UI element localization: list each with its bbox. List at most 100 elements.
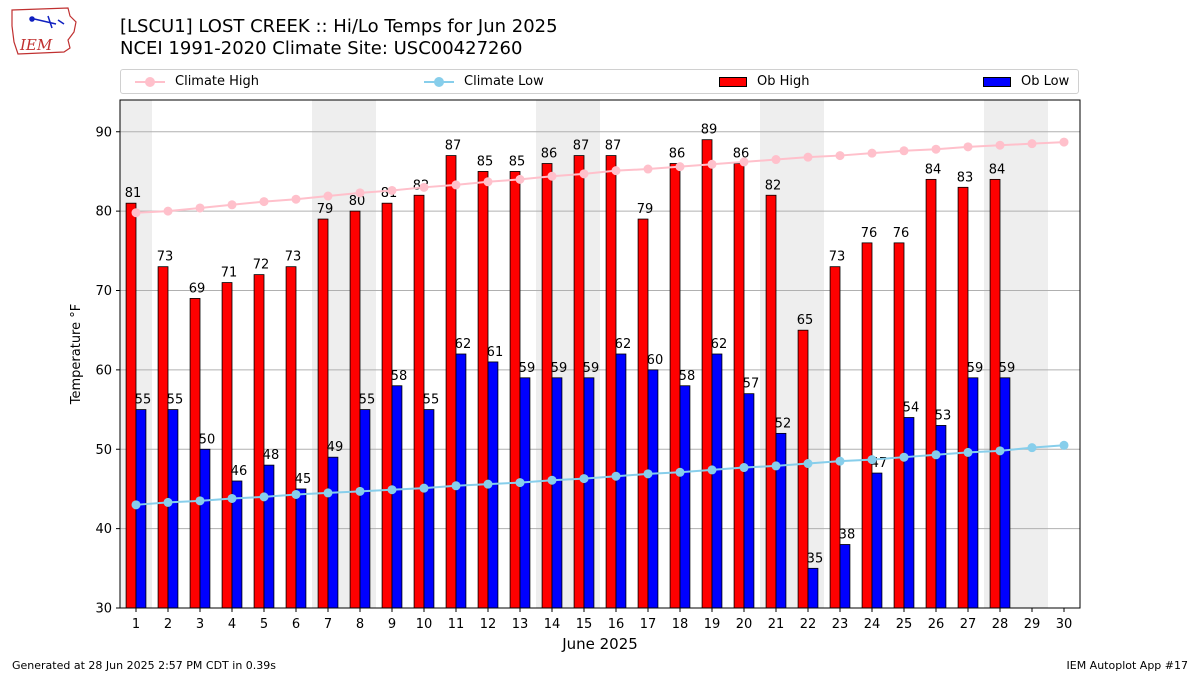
climate-high-point	[771, 155, 781, 165]
ob-low-label: 46	[231, 464, 248, 479]
weather-station-icon	[29, 15, 65, 29]
x-tick-label: 22	[800, 617, 817, 632]
ob-high-label: 81	[125, 186, 142, 201]
ob-high-label: 73	[829, 250, 846, 265]
ob-high-bar	[957, 186, 969, 609]
ob-high-bar	[541, 163, 553, 609]
ob-high-bar	[669, 163, 681, 609]
y-tick-label: 70	[95, 284, 112, 299]
ob-high-bar	[349, 210, 361, 609]
climate-low-point	[579, 474, 589, 484]
iowa-outline-icon	[11, 7, 77, 55]
x-axis-label: June 2025	[561, 635, 638, 653]
x-tick-label: 29	[1024, 617, 1041, 632]
climate-high-point	[931, 144, 941, 154]
y-tick-label: 90	[95, 125, 112, 140]
ob-low-bar	[903, 417, 915, 609]
legend-item-climate-high: Climate High	[135, 74, 259, 89]
x-tick-label: 24	[864, 617, 881, 632]
climate-high-point	[675, 162, 685, 172]
ob-high-bar	[221, 282, 233, 609]
ob-high-label: 87	[605, 139, 622, 154]
ob-high-label: 86	[541, 147, 558, 162]
x-tick-label: 12	[480, 617, 497, 632]
ob-low-label: 55	[423, 393, 440, 408]
climate-high-point	[515, 174, 525, 184]
x-tick-label: 23	[832, 617, 849, 632]
climate-high-point	[227, 200, 237, 210]
ob-high-bar	[765, 194, 777, 609]
climate-low-point	[771, 461, 781, 471]
ob-high-bar	[445, 155, 457, 609]
climate-high-point	[963, 142, 973, 152]
ob-high-label: 73	[157, 250, 174, 265]
ob-high-label: 87	[573, 139, 590, 154]
ob-low-bar	[839, 544, 851, 609]
ob-high-label: 86	[669, 147, 686, 162]
x-tick-label: 7	[324, 617, 332, 632]
ob-high-bar	[189, 298, 201, 609]
x-tick-label: 10	[416, 617, 433, 632]
ob-high-label: 85	[477, 154, 494, 169]
ob-low-bar	[775, 432, 787, 609]
legend-label-climate-low: Climate Low	[464, 74, 544, 89]
legend-item-climate-low: Climate Low	[424, 74, 544, 89]
ob-low-bar	[615, 353, 627, 609]
ob-high-bar	[829, 266, 841, 609]
ob-low-label: 38	[839, 528, 856, 543]
ob-low-bar	[199, 448, 211, 609]
legend-label-ob-high: Ob High	[757, 74, 810, 89]
climate-high-point	[899, 146, 909, 156]
ob-low-label: 59	[967, 361, 984, 376]
climate-low-point	[899, 452, 909, 462]
x-tick-label: 27	[960, 617, 977, 632]
ob-low-label: 59	[583, 361, 600, 376]
chart-legend: Climate High Climate Low Ob High Ob Low	[120, 69, 1079, 94]
ob-low-bar	[167, 409, 179, 609]
ob-high-bar	[893, 242, 905, 609]
x-tick-label: 8	[356, 617, 364, 632]
ob-high-bar	[925, 178, 937, 609]
climate-low-point	[707, 465, 717, 475]
ob-low-label: 45	[295, 472, 312, 487]
climate-high-point	[867, 148, 877, 158]
ob-low-bar	[999, 377, 1011, 609]
x-tick-label: 14	[544, 617, 561, 632]
y-tick-label: 40	[95, 522, 112, 537]
app-credit: IEM Autoplot App #17	[1066, 659, 1189, 672]
ob-low-bar	[295, 488, 307, 609]
ob-high-label: 76	[893, 226, 910, 241]
climate-low-point	[611, 471, 621, 481]
ob-high-label: 84	[989, 162, 1006, 177]
climate-high-point	[259, 197, 269, 207]
logo-text: IEM	[19, 36, 53, 54]
y-tick-label: 50	[95, 443, 112, 458]
climate-low-point	[1027, 443, 1037, 453]
ob-low-bar	[263, 464, 275, 609]
climate-high-point	[1027, 139, 1037, 149]
climate-high-point	[355, 188, 365, 198]
ob-low-bar	[647, 369, 659, 609]
chart-title: [LSCU1] LOST CREEK :: Hi/Lo Temps for Ju…	[120, 16, 558, 60]
climate-low-point	[451, 481, 461, 491]
climate-high-point	[163, 206, 173, 216]
ob-high-label: 65	[797, 313, 814, 328]
ob-high-label: 83	[957, 170, 974, 185]
ob-high-label: 87	[445, 139, 462, 154]
ob-low-bar	[807, 567, 819, 609]
climate-high-point	[291, 194, 301, 204]
ob-low-label: 52	[775, 416, 792, 431]
ob-high-bar	[381, 202, 393, 609]
climate-high-point	[707, 159, 717, 169]
ob-high-label: 79	[317, 202, 334, 217]
title-line-2: NCEI 1991-2020 Climate Site: USC00427260	[120, 38, 523, 59]
climate-low-point	[355, 486, 365, 496]
x-tick-label: 30	[1056, 617, 1073, 632]
x-tick-label: 20	[736, 617, 753, 632]
x-tick-label: 18	[672, 617, 689, 632]
climate-low-point	[515, 478, 525, 488]
y-axis-label: Temperature °F	[69, 304, 84, 405]
ob-low-label: 49	[327, 440, 344, 455]
x-tick-label: 5	[260, 617, 268, 632]
